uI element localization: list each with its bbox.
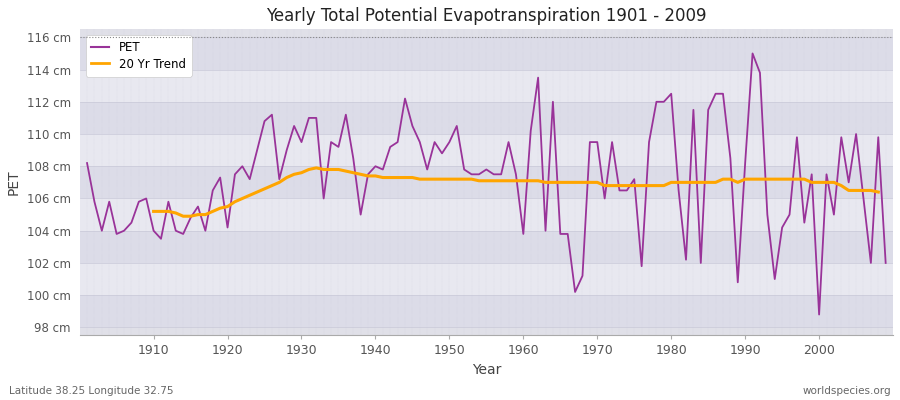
Text: worldspecies.org: worldspecies.org: [803, 386, 891, 396]
Bar: [80, 37, 893, 70]
Bar: [80, 198, 893, 231]
Bar: [80, 295, 893, 328]
Title: Yearly Total Potential Evapotranspiration 1901 - 2009: Yearly Total Potential Evapotranspiratio…: [266, 7, 706, 25]
Bar: [80, 263, 893, 295]
Bar: [80, 166, 893, 198]
Text: Latitude 38.25 Longitude 32.75: Latitude 38.25 Longitude 32.75: [9, 386, 174, 396]
Legend: PET, 20 Yr Trend: PET, 20 Yr Trend: [86, 35, 192, 76]
Bar: [80, 134, 893, 166]
Bar: [80, 70, 893, 102]
X-axis label: Year: Year: [472, 363, 501, 377]
Bar: [80, 102, 893, 134]
Bar: [80, 231, 893, 263]
Y-axis label: PET: PET: [7, 170, 21, 195]
